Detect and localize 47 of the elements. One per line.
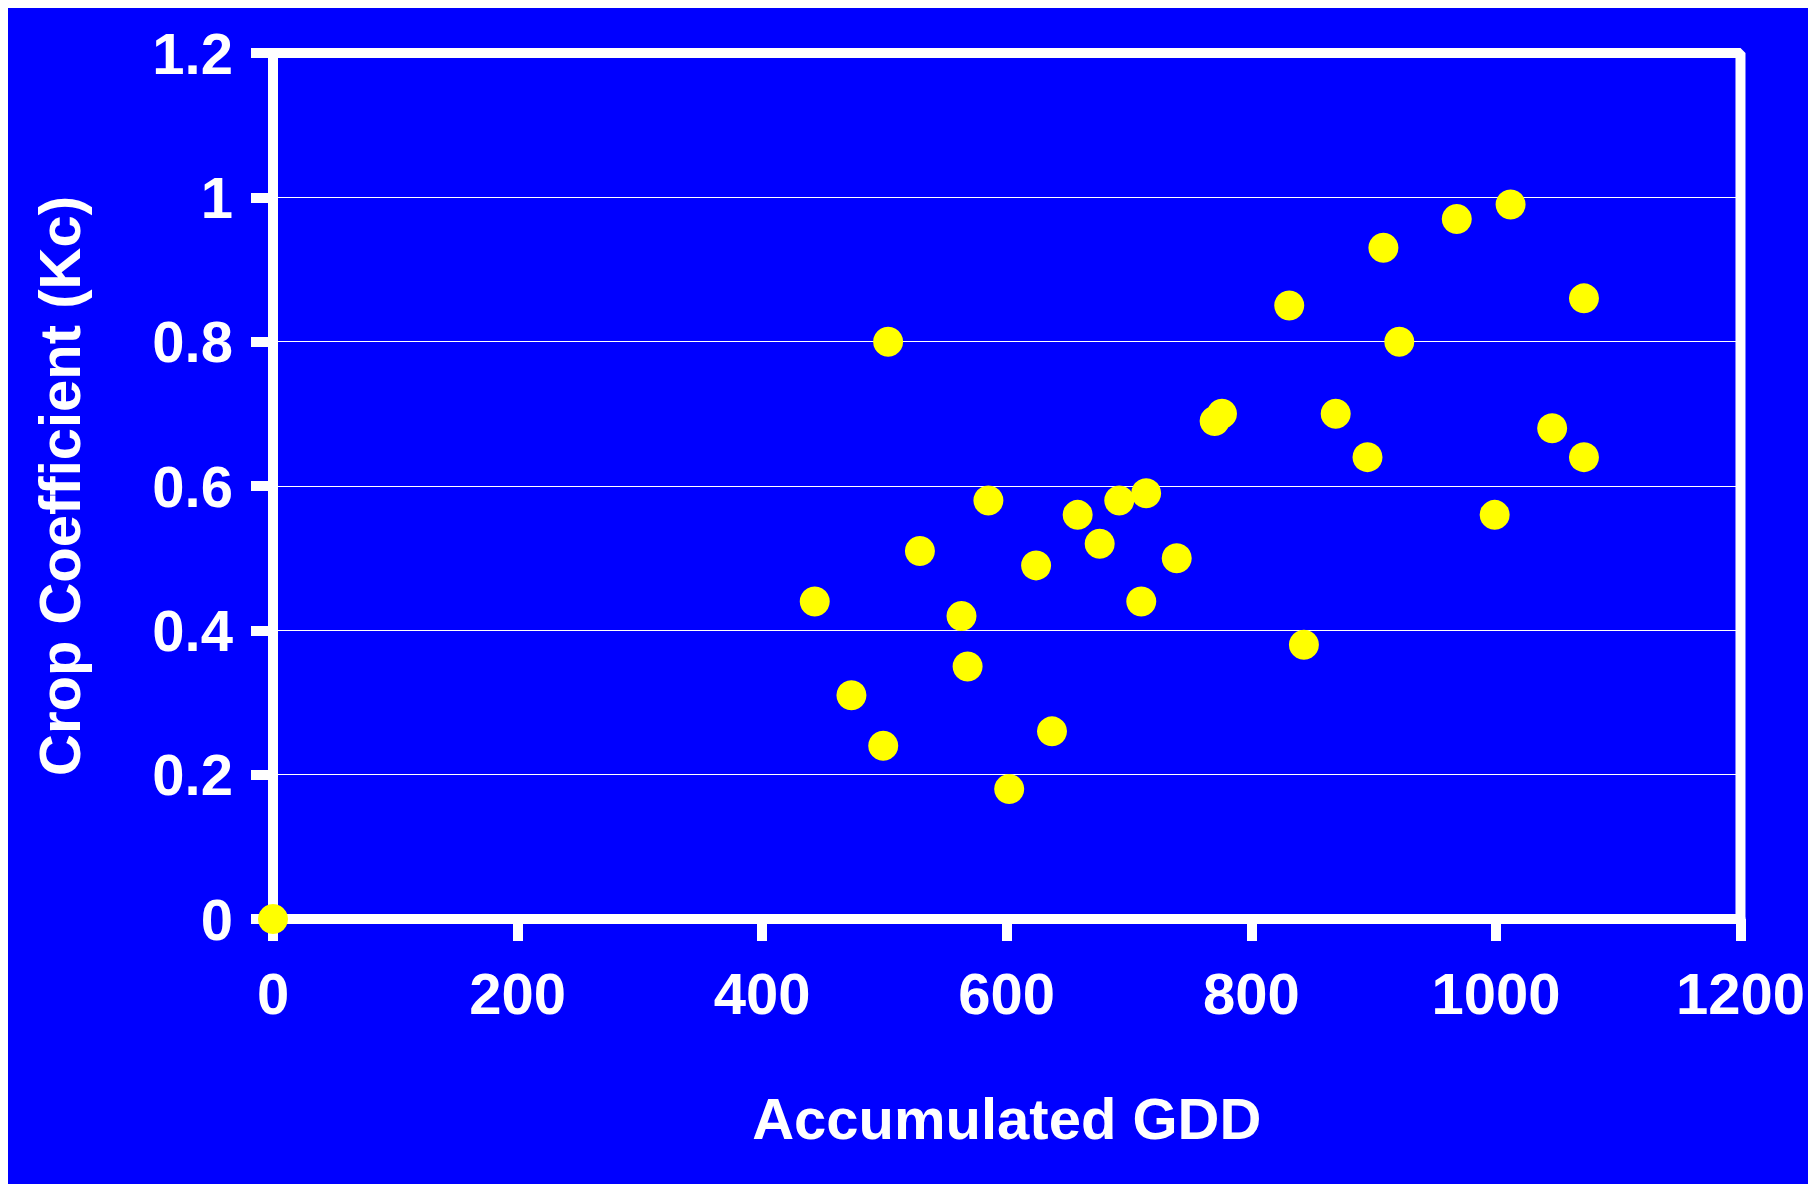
point (904, 535, 935, 566)
point (836, 680, 867, 711)
y-tick-label: 0.8 (152, 309, 233, 375)
point (1568, 442, 1599, 473)
point (973, 485, 1004, 516)
x-tick-label: 800 (1202, 960, 1300, 1026)
point (952, 651, 983, 682)
y-tick-label: 1.2 (152, 20, 233, 86)
point (1320, 398, 1351, 429)
x-tick-label: 200 (469, 960, 566, 1026)
y-tick-label: 0.6 (152, 453, 233, 519)
point (1384, 326, 1415, 357)
y-axis-title: Crop Coefficient (Kc) (26, 196, 92, 776)
point (1441, 203, 1472, 234)
point (1021, 550, 1052, 581)
point (1568, 283, 1599, 314)
point (946, 600, 977, 631)
point (873, 326, 904, 357)
x-tick-label: 1000 (1431, 960, 1561, 1026)
point (1352, 442, 1383, 473)
point (1288, 629, 1319, 660)
x-tick-label: 0 (256, 960, 290, 1026)
point (1104, 485, 1135, 516)
point (1037, 716, 1067, 747)
x-tick-label: 1200 (1675, 960, 1805, 1026)
x-tick-label: 400 (713, 960, 811, 1026)
point (1207, 398, 1237, 429)
point (799, 586, 830, 617)
y-tick-label: 0.4 (152, 597, 233, 663)
point (1479, 499, 1510, 530)
point (1495, 189, 1526, 220)
point (1126, 586, 1157, 617)
point (1062, 499, 1093, 530)
point (1368, 232, 1399, 263)
point (1084, 528, 1115, 559)
x-axis-title: Accumulated GDD (752, 1085, 1262, 1151)
point (1131, 478, 1162, 509)
y-tick-label: 0 (200, 886, 233, 952)
point (1537, 413, 1568, 444)
point (258, 904, 288, 934)
point (1274, 290, 1305, 321)
point (994, 774, 1025, 805)
x-tick-label: 600 (958, 960, 1056, 1026)
point (868, 730, 899, 761)
y-tick-label: 0.2 (152, 742, 233, 808)
point (1161, 543, 1192, 574)
y-tick-label: 1 (200, 164, 233, 230)
